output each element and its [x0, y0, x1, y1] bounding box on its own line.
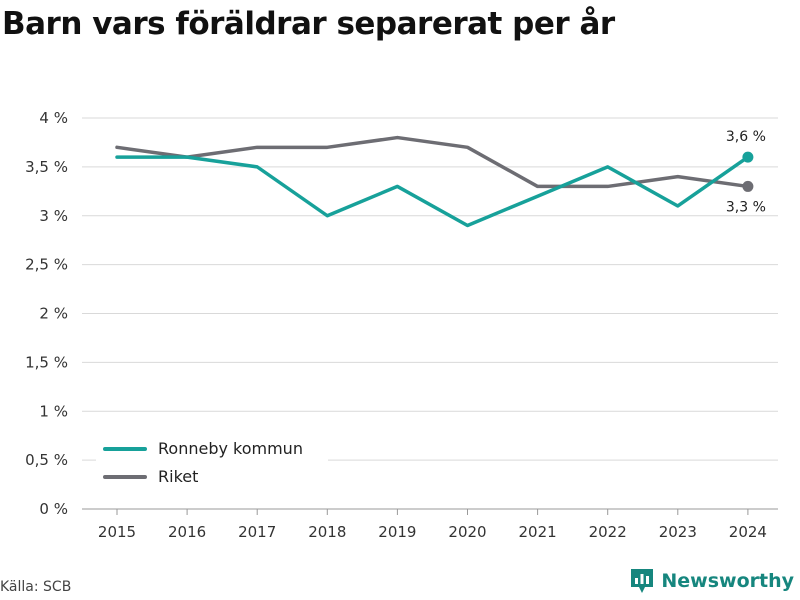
y-tick-label: 1,5 % — [25, 353, 68, 371]
series-line-ronneby — [115, 155, 750, 228]
x-tick-label: 2015 — [98, 523, 136, 541]
data-label-ronneby: 3,6 % — [726, 129, 766, 145]
grid-lines — [82, 117, 778, 510]
y-tick-label: 1 % — [39, 402, 68, 420]
x-tick-label: 2023 — [659, 523, 697, 541]
legend: Ronneby kommun Riket — [96, 437, 328, 492]
brand-name: Newsworthy — [661, 570, 794, 592]
brand-logo: Newsworthy — [629, 567, 794, 595]
y-tick-label: 3 % — [39, 207, 68, 225]
x-tick-label: 2020 — [448, 523, 486, 541]
y-tick-label: 0 % — [39, 500, 68, 518]
y-tick-label: 3,5 % — [25, 158, 68, 176]
bar-chart-icon — [631, 569, 654, 593]
legend-label: Riket — [158, 467, 198, 486]
x-tick-label: 2021 — [519, 523, 557, 541]
x-tick-label: 2016 — [168, 523, 206, 541]
chart-title: Barn vars föräldrar separerat per år — [2, 6, 615, 42]
y-tick-label: 2 % — [39, 305, 68, 323]
y-tick-label: 4 % — [39, 109, 68, 127]
y-tick-label: 2,5 % — [25, 256, 68, 274]
x-tick-label: 2024 — [729, 523, 767, 541]
x-tick-label: 2017 — [238, 523, 276, 541]
x-axis: 2015 2016 2017 2018 2019 2020 2021 2022 2023 2024 — [98, 509, 767, 541]
x-tick-label: 2019 — [378, 523, 416, 541]
y-axis: 0 % 0,5 % 1 % 1,5 % 2 % 2,5 % 3 % 3,5 % 4 % — [25, 109, 68, 518]
x-tick-label: 2022 — [589, 523, 627, 541]
end-point-riket — [742, 180, 754, 192]
x-tick-label: 2018 — [308, 523, 346, 541]
series-lines: 3,6 % 3,3 % — [115, 129, 766, 228]
legend-background — [96, 437, 328, 492]
series-line-riket — [115, 135, 750, 189]
data-label-riket: 3,3 % — [726, 199, 766, 215]
source-note: Källa: SCB — [0, 579, 72, 595]
end-point-ronneby — [742, 151, 754, 163]
y-tick-label: 0,5 % — [25, 451, 68, 469]
legend-label: Ronneby kommun — [158, 439, 303, 458]
